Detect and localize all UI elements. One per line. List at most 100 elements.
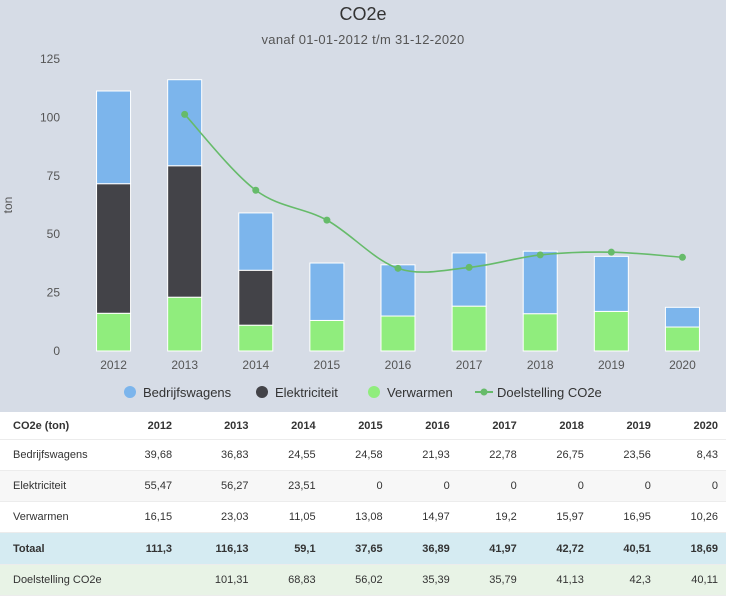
x-tick-label: 2019 (598, 358, 625, 372)
table-cell: 36,89 (422, 542, 450, 555)
y-tick-label: 75 (47, 169, 61, 183)
table-cell: 37,65 (355, 542, 383, 555)
goal-point (607, 248, 615, 256)
table-cell: 41,97 (489, 542, 517, 555)
table-header-year: 2017 (492, 420, 517, 432)
table-cell: 15,97 (556, 511, 584, 523)
table-cell: 16,15 (144, 511, 173, 523)
legend-label: Verwarmen (387, 385, 453, 400)
y-tick-label: 25 (47, 286, 61, 300)
bar-verwarmen-2013 (167, 296, 203, 352)
goal-point (252, 186, 260, 194)
table-cell: 40,51 (623, 542, 651, 555)
table-row-label: Doelstelling CO2e (13, 574, 102, 586)
table-header-year: 2013 (224, 420, 249, 432)
bar-verwarmen-2017 (451, 305, 487, 352)
x-tick-label: 2018 (527, 358, 554, 372)
table-cell: 40,11 (691, 574, 718, 586)
bar-elektriciteit-2014 (238, 269, 274, 326)
chart-subtitle: vanaf 01-01-2012 t/m 31-12-2020 (262, 32, 465, 47)
table-cell: 55,47 (144, 480, 173, 492)
table-cell: 0 (577, 480, 584, 492)
y-tick-label: 100 (40, 110, 60, 124)
legend-swatch-elektriciteit (256, 386, 268, 398)
table-header-year: 2016 (425, 420, 450, 432)
table-header-year: 2018 (559, 420, 584, 432)
table-cell: 111,3 (145, 542, 173, 555)
table-header-label: CO2e (ton) (13, 420, 70, 432)
table-header-year: 2014 (291, 420, 316, 432)
table-cell: 56,02 (355, 574, 383, 586)
table-cell: 35,39 (422, 574, 450, 586)
table-header-year: 2019 (626, 420, 651, 432)
table-cell: 42,72 (556, 542, 584, 555)
table-cell: 19,2 (495, 511, 517, 523)
table-cell: 16,95 (623, 511, 651, 523)
table-header-year: 2012 (147, 420, 173, 432)
table-row-label: Verwarmen (13, 511, 69, 523)
table-row-label: Totaal (13, 542, 45, 555)
table-header-year: 2020 (693, 420, 718, 432)
table-cell: 0 (443, 480, 450, 492)
table-cell: 41,13 (556, 574, 584, 586)
legend-swatch-verwarmen (368, 386, 380, 398)
bar-bedrijfswagens-2019 (593, 255, 629, 312)
table-cell: 10,26 (690, 511, 718, 523)
table-cell: 0 (376, 480, 383, 492)
x-tick-label: 2016 (385, 358, 412, 372)
table-cell: 59,1 (294, 542, 316, 555)
x-tick-label: 2017 (456, 358, 483, 372)
table-cell: 13,08 (355, 511, 383, 523)
table-cell: 23,03 (221, 511, 249, 523)
table-cell: 36,83 (221, 449, 249, 461)
table-row: Bedrijfswagens 39,68 36,83 24,55 24,58 21,93 2… (0, 439, 726, 471)
bar-bedrijfswagens-2018 (522, 250, 558, 315)
bar-bedrijfswagens-2015 (309, 262, 345, 321)
x-tick-label: 2020 (669, 358, 696, 372)
bar-verwarmen-2019 (593, 310, 629, 352)
y-tick-label: 0 (53, 344, 60, 358)
table-cell: 0 (711, 480, 718, 492)
table-row-label: Bedrijfswagens (13, 449, 88, 461)
table-cell: 42,3 (629, 574, 651, 586)
chart-panel: CO2e vanaf 01-01-2012 t/m 31-12-2020 ton… (0, 0, 726, 412)
table-cell (113, 565, 180, 596)
table-cell: 0 (644, 480, 651, 492)
bar-bedrijfswagens-2013 (167, 79, 203, 167)
bar-elektriciteit-2012 (96, 183, 132, 314)
legend-swatch-bedrijfswagens (124, 386, 136, 398)
table-cell: 101,31 (214, 574, 249, 586)
table-row: Elektriciteit 55,47 56,27 23,51 0 0 0 0 0 0 (0, 470, 726, 502)
bar-verwarmen-2015 (309, 319, 345, 352)
co2e-data-table: CO2e (ton) 2012 2013 2014 2015 2016 2017 2018 20… (0, 413, 726, 596)
y-tick-label: 125 (40, 52, 60, 66)
legend-label: Bedrijfswagens (143, 385, 232, 400)
bar-bedrijfswagens-2016 (380, 264, 416, 317)
table-cell: 11,05 (288, 511, 316, 523)
bar-elektriciteit-2013 (167, 165, 203, 298)
goal-point (394, 264, 402, 272)
table-cell: 23,56 (623, 449, 651, 461)
x-tick-label: 2014 (242, 358, 269, 372)
chart-title: CO2e (339, 4, 386, 24)
table-cell: 24,55 (288, 449, 316, 461)
table-cell: 18,69 (690, 542, 718, 555)
table-row-label: Elektriciteit (13, 480, 67, 492)
table-cell: 116,13 (215, 542, 249, 555)
table-row: Verwarmen 16,15 23,03 11,05 13,08 14,97 19,2 15… (0, 501, 726, 533)
table-row: Totaal 111,3 116,13 59,1 37,65 36,89 41,97 42,7… (0, 532, 726, 565)
goal-point (536, 251, 544, 259)
y-axis-label: ton (1, 197, 15, 214)
x-tick-label: 2015 (314, 358, 341, 372)
goal-point (465, 263, 473, 271)
table-cell: 26,75 (556, 449, 584, 461)
bar-bedrijfswagens-2017 (451, 252, 487, 307)
goal-point (678, 253, 686, 261)
goal-point (323, 216, 331, 224)
bar-bedrijfswagens-2020 (664, 306, 700, 328)
bar-bedrijfswagens-2014 (238, 212, 274, 271)
bar-verwarmen-2020 (664, 326, 700, 352)
x-tick-label: 2013 (171, 358, 198, 372)
table-cell: 39,68 (144, 449, 173, 461)
table-header-row: CO2e (ton) 2012 2013 2014 2015 2016 2017 2018 20… (0, 413, 726, 440)
